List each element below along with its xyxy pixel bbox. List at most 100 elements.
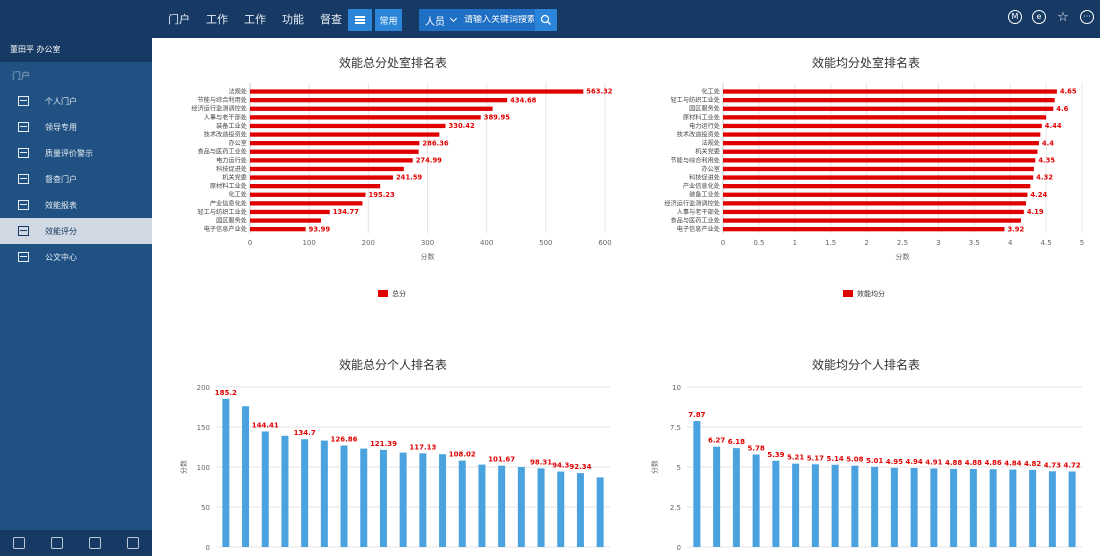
x-tick-label: 400 [480,239,493,247]
data-label: 4.82 [1024,460,1041,468]
bar [250,149,419,154]
sidebar-item-label: 质量评价警示 [45,148,93,158]
chart-title: 效能总分处室排名表 [339,55,447,70]
more-circle-icon[interactable]: ··· [1080,10,1094,24]
bar [723,132,1041,137]
sidebar-item-personal-portal[interactable]: 个人门户 [0,88,152,114]
bar [250,184,381,189]
search-input[interactable] [464,15,534,25]
category-label: 电力运行处 [689,122,720,130]
main-nav: 门户 工作 工作 功能 督查 [160,0,350,38]
data-label: 5.39 [767,451,784,459]
data-label: 274.99 [416,157,442,165]
search-icon [540,14,551,25]
bar [250,201,363,206]
sidebar-item-efficiency-report[interactable]: 效能报表 [0,192,152,218]
sidebar-footer [0,530,152,556]
category-label: 技术改造投资处 [677,130,720,138]
nav-item-portal[interactable]: 门户 [168,13,190,26]
data-label: 195.23 [369,191,395,199]
star-icon[interactable]: ☆ [1057,9,1069,25]
sidebar-item-document-center[interactable]: 公文中心 [0,244,152,270]
bar [250,141,420,146]
category-label: 食品与医药工业处 [198,148,248,156]
bar [301,439,309,547]
legend-label: 效能均分 [857,289,885,298]
settings-icon[interactable] [13,537,25,549]
data-label: 4.65 [1060,88,1077,96]
x-tick-label: 300 [421,239,434,247]
sidebar-item-supervision-portal[interactable]: 督查门户 [0,166,152,192]
data-label: 94.3 [552,462,569,470]
data-label: 121.39 [370,440,397,448]
x-tick-label: 1.5 [825,239,836,247]
bar [576,473,584,547]
x-tick-label: 5 [1080,239,1084,247]
nav-item-work-2[interactable]: 工作 [244,13,266,26]
person-icon [18,96,29,106]
bar [458,460,466,547]
bar [360,448,368,547]
data-label: 5.14 [826,455,843,463]
chart-icon[interactable] [127,537,139,549]
bar [250,209,330,215]
e-circle-icon[interactable]: e [1032,10,1046,24]
bar [772,460,780,547]
data-label: 4.4 [1042,139,1054,147]
lock-icon[interactable] [51,537,63,549]
y-tick-label: 10 [672,384,681,392]
bar [379,449,387,547]
sidebar-item-quality-warning[interactable]: 质量评价警示 [0,140,152,166]
sidebar-item-leader[interactable]: 领导专用 [0,114,152,140]
shirt-icon[interactable] [89,537,101,549]
data-label: 330.42 [448,122,474,130]
data-label: 144.41 [252,421,279,429]
x-tick-label: 3.5 [969,239,980,247]
data-label: 7.87 [688,411,705,419]
bar [871,466,879,547]
bar [340,445,348,547]
category-label: 电子信息产业处 [204,225,247,233]
bar [320,440,328,547]
bar [910,467,918,547]
data-label: 101.67 [488,456,515,464]
bar [250,106,493,111]
chart-title: 效能总分个人排名表 [339,357,447,372]
nav-item-function[interactable]: 功能 [282,13,304,26]
category-label: 电力运行处 [216,156,247,164]
y-tick-label: 150 [197,424,210,432]
search-button[interactable] [535,9,557,31]
sidebar-item-efficiency-score[interactable]: 效能评分 [0,218,152,244]
search-category-select[interactable]: 人员 [419,13,460,28]
nav-item-work-1[interactable]: 工作 [206,13,228,26]
bar [517,467,525,547]
favorites-button[interactable]: 常用 [375,9,402,31]
sidebar-item-label: 领导专用 [45,122,77,132]
bar [723,209,1024,215]
brand-area [0,0,152,38]
data-label: 4.19 [1027,208,1044,216]
bar [250,175,393,180]
hamburger-icon [355,19,365,21]
category-label: 电子信息产业处 [677,225,720,233]
menu-toggle-button[interactable] [348,9,372,31]
chart-title: 效能均分处室排名表 [812,55,920,70]
data-label: 108.02 [449,451,476,459]
top-icons: M e ☆ ··· [1008,10,1094,24]
x-tick-label: 0 [248,239,252,247]
y-tick-label: 7.5 [670,424,681,432]
category-label: 法规处 [701,139,720,147]
data-label: 5.78 [747,445,764,453]
category-label: 化工处 [701,87,720,95]
bar [693,421,701,547]
chart-title: 效能均分个人排名表 [812,357,920,372]
data-label: 4.91 [925,458,942,466]
m-circle-icon[interactable]: M [1008,10,1022,24]
x-tick-label: 4.5 [1041,239,1052,247]
x-tick-label: 500 [539,239,552,247]
y-tick-label: 200 [197,384,210,392]
doc-icon [18,252,29,262]
y-tick-label: 100 [197,464,210,472]
nav-item-supervision[interactable]: 督查 [320,13,342,26]
